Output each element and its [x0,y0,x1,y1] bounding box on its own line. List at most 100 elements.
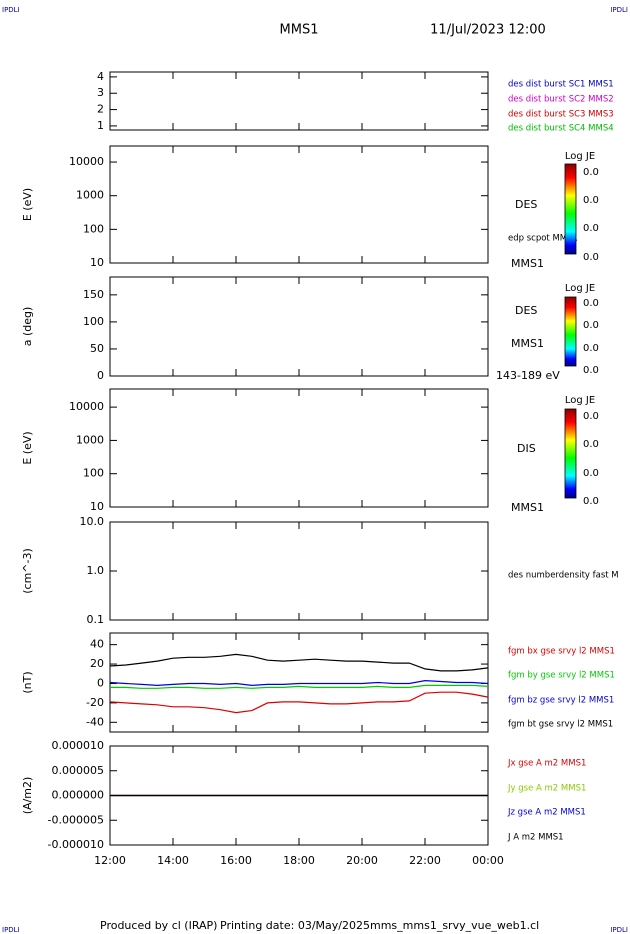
footer-producer: Produced by cl (IRAP) [100,919,217,932]
logo: IPDLI [610,6,628,14]
colorbar-label: 0.0 [583,496,599,507]
colorbar-label: 0.0 [583,468,599,479]
series-line [109,679,489,687]
legend-entry: Jz gse A m2 MMS1 [507,808,586,818]
y-tick-label: 0 [97,369,104,382]
colorbar-label: 0.0 [583,223,599,234]
colorbar-label: 0.0 [583,195,599,206]
x-tick-label: 18:00 [283,854,315,867]
legend-entry: Jx gse A m2 MMS1 [507,759,586,769]
series-line [110,684,489,689]
y-tick-label: 3 [97,86,104,99]
y-tick-label: 0.000005 [52,764,105,777]
colorbar-title: Log JE [565,283,595,294]
legend-entry: des dist burst SC2 MMS2 [508,95,614,105]
y-tick-label: 0.000010 [52,739,105,752]
y-tick-label: 1000 [76,189,104,202]
panel-frame [109,71,489,131]
side-label: DES [515,198,537,211]
y-tick-label: 10000 [69,155,104,168]
y-tick-label: 40 [90,638,104,651]
y-tick-label: 20 [90,657,104,670]
y-tick-label: -0.000005 [48,813,104,826]
y-tick-label: 0.000000 [52,789,105,802]
y-tick-label: 100 [83,467,104,480]
y-tick-label: -0.000010 [48,838,104,851]
footer-date: Printing date: 03/May/2025 [220,919,370,932]
y-tick-label: 10 [90,500,104,513]
logo: IPDLI [2,926,20,934]
colorbar-label: 0.0 [583,365,599,376]
panel-frame [109,632,489,733]
y-tick-label: -40 [86,715,104,728]
x-tick-label: 14:00 [157,854,189,867]
colorbar-label: 0.0 [583,320,599,331]
side-label: MMS1 [511,501,544,514]
side-label: edp scpot MMS1 [508,234,578,244]
colorbar-label: 0.0 [583,252,599,263]
y-tick-label: 150 [83,288,104,301]
x-tick-label: 16:00 [220,854,252,867]
title: MMS1 [280,23,319,38]
legend-entry: des dist burst SC4 MMS4 [508,124,614,134]
series-line [109,691,489,714]
legend-entry: fgm bt gse srvy l2 MMS1 [508,720,613,730]
legend-entry: des dist burst SC3 MMS3 [508,110,614,120]
y-axis-label: (A/m2) [21,777,34,815]
colorbar-label: 0.0 [583,298,599,309]
panel-frame [109,276,489,377]
legend-entry: fgm bz gse srvy l2 MMS1 [508,696,614,706]
y-tick-label: 10000 [69,400,104,413]
date: 11/Jul/2023 12:00 [430,23,546,38]
y-tick-label: 2 [97,103,104,116]
y-tick-label: 1.0 [87,564,105,577]
x-tick-label: 20:00 [346,854,378,867]
colorbar-label: 0.0 [583,167,599,178]
legend-entry: des dist burst SC1 MMS1 [508,80,614,90]
y-tick-label: 50 [90,342,104,355]
colorbar-label: 0.0 [583,439,599,450]
side-label: MMS1 [511,257,544,270]
side-label: 143-189 eV [496,369,560,382]
y-tick-label: 0.1 [87,613,105,626]
y-tick-label: 1 [97,119,104,132]
panel-frame [109,521,489,621]
side-label: DIS [517,442,536,455]
series-line [109,653,489,672]
y-tick-label: 100 [83,222,104,235]
colorbar-label: 0.0 [583,411,599,422]
colorbar [564,163,577,255]
logo: IPDLI [610,926,628,934]
x-tick-label: 00:00 [472,854,504,867]
panel-frame [109,145,489,264]
y-tick-label: -20 [86,696,104,709]
side-label: DES [515,304,537,317]
colorbar-label: 0.0 [583,343,599,354]
colorbar [564,408,577,499]
side-label: MMS1 [511,337,544,350]
side-label: des numberdensity fast M [508,571,619,581]
x-tick-label: 12:00 [94,854,126,867]
y-tick-label: 0 [97,676,104,689]
y-axis-label: E (eV) [21,188,34,221]
x-tick-label: 22:00 [409,854,441,867]
y-tick-label: 10.0 [80,515,105,528]
legend-entry: Jy gse A m2 MMS1 [507,784,586,794]
legend-entry: fgm by gse srvy l2 MMS1 [508,671,615,681]
y-tick-label: 100 [83,315,104,328]
colorbar [564,296,577,367]
y-tick-label: 1000 [76,433,104,446]
colorbar-title: Log JE [565,395,595,406]
colorbar-title: Log JE [565,151,595,162]
legend-entry: fgm bx gse srvy l2 MMS1 [508,647,615,657]
y-axis-label: E (eV) [21,431,34,464]
y-tick-label: 10 [90,256,104,269]
y-axis-label: (nT) [21,671,34,693]
y-axis-label: (cm^-3) [21,548,34,594]
panel-frame [109,388,489,508]
legend-entry: J A m2 MMS1 [507,833,564,843]
footer-file: mms_mms1_srvy_vue_web1.cl [370,919,539,932]
logo: IPDLI [2,6,20,14]
y-axis-label: a (deg) [21,307,34,347]
